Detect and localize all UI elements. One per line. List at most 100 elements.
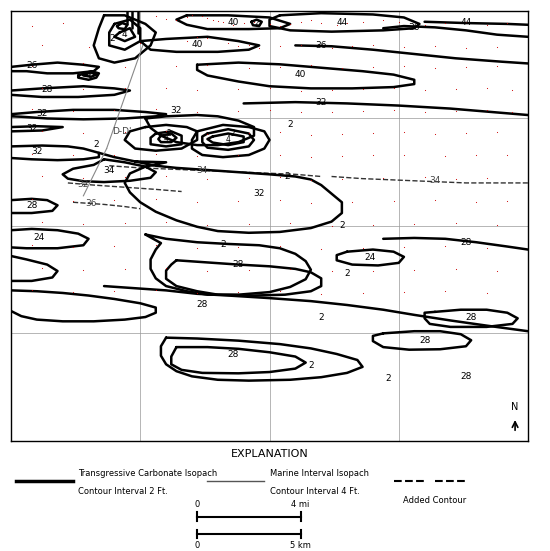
Point: [188, 11, 196, 20]
Text: Marine Interval Isopach: Marine Interval Isopach: [270, 469, 368, 478]
Point: [420, 173, 429, 182]
Point: [338, 129, 346, 138]
Text: 28: 28: [233, 260, 244, 269]
Text: 2: 2: [94, 140, 99, 149]
Text: 28: 28: [419, 336, 430, 345]
Point: [431, 63, 439, 72]
Point: [37, 41, 46, 50]
Text: 0: 0: [195, 500, 200, 509]
Point: [110, 150, 119, 159]
Point: [28, 241, 36, 250]
Point: [338, 175, 346, 183]
Text: 28: 28: [26, 201, 37, 210]
Text: 28: 28: [228, 350, 239, 359]
Text: 2: 2: [109, 35, 114, 44]
Point: [203, 61, 212, 69]
Point: [493, 220, 502, 229]
Point: [244, 63, 253, 72]
Text: 28: 28: [460, 237, 472, 247]
Text: Transgressive Carbonate Isopach: Transgressive Carbonate Isopach: [78, 469, 217, 478]
Text: EXPLANATION: EXPLANATION: [230, 449, 309, 459]
Point: [120, 173, 129, 182]
Point: [296, 41, 305, 50]
Point: [368, 266, 377, 275]
Text: 2: 2: [166, 129, 171, 138]
Text: 36: 36: [316, 41, 327, 50]
Point: [317, 19, 326, 28]
Point: [162, 263, 170, 272]
Point: [508, 86, 517, 95]
Point: [503, 150, 512, 159]
Point: [110, 242, 119, 251]
Text: 4: 4: [86, 71, 91, 79]
Point: [208, 15, 217, 24]
Text: 28: 28: [196, 300, 208, 309]
Point: [69, 242, 78, 251]
Point: [203, 220, 212, 229]
Point: [461, 17, 470, 26]
Point: [37, 263, 46, 272]
Point: [276, 128, 284, 137]
Point: [234, 85, 243, 94]
Text: 24: 24: [34, 234, 45, 242]
Point: [58, 19, 67, 28]
Point: [306, 176, 315, 185]
Point: [451, 264, 460, 273]
Point: [399, 288, 408, 296]
Point: [493, 128, 502, 137]
Point: [420, 20, 429, 29]
Point: [28, 62, 36, 71]
Point: [399, 242, 408, 251]
Point: [28, 286, 36, 295]
Point: [461, 62, 470, 71]
Point: [151, 149, 160, 158]
Point: [162, 218, 170, 227]
Point: [451, 219, 460, 228]
Point: [79, 174, 88, 182]
Point: [203, 33, 212, 42]
Point: [192, 107, 201, 116]
Point: [482, 84, 491, 93]
Point: [503, 19, 512, 28]
Point: [389, 105, 398, 114]
Text: 2: 2: [318, 312, 324, 322]
Point: [493, 266, 502, 275]
Point: [79, 266, 88, 274]
Point: [327, 43, 336, 52]
Point: [265, 105, 274, 114]
Point: [151, 286, 160, 295]
Point: [379, 16, 388, 25]
Point: [244, 220, 253, 229]
Point: [28, 105, 36, 114]
Point: [69, 106, 78, 115]
Point: [192, 197, 201, 206]
Point: [276, 150, 284, 159]
Point: [441, 287, 450, 296]
Point: [368, 220, 377, 229]
Point: [472, 151, 481, 160]
Text: 2: 2: [386, 374, 391, 383]
Point: [493, 62, 502, 71]
Point: [110, 196, 119, 204]
Point: [482, 20, 491, 29]
Point: [286, 19, 295, 28]
Point: [28, 149, 36, 158]
Point: [276, 242, 284, 251]
Point: [358, 17, 367, 26]
Point: [192, 33, 201, 41]
Point: [69, 288, 78, 296]
Point: [120, 219, 129, 228]
Text: 32: 32: [36, 109, 48, 118]
Text: 2: 2: [220, 240, 226, 249]
Point: [250, 17, 258, 26]
Point: [276, 62, 284, 71]
Point: [276, 173, 284, 182]
Text: 4: 4: [122, 30, 128, 39]
Point: [368, 129, 377, 138]
Point: [255, 43, 263, 52]
Point: [244, 41, 253, 50]
Point: [276, 21, 284, 30]
Point: [508, 107, 517, 116]
Point: [338, 63, 346, 72]
Point: [192, 152, 201, 161]
